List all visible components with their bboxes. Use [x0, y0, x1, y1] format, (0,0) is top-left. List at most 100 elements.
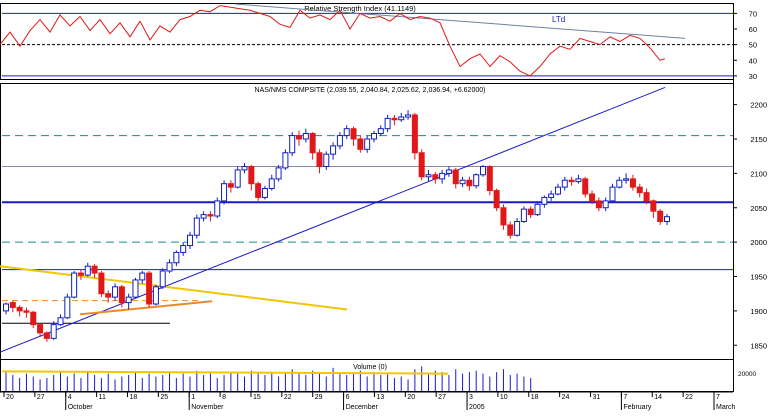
rsi-tick-label-70: 70: [749, 9, 757, 18]
candle-body: [289, 135, 296, 154]
candle-body: [411, 114, 418, 154]
axis-layer: 20 27 4 11 18 25 1 8 15 22 29 6 13 20 27 3 10 18 24 31 7 14 22…: [0, 391, 736, 411]
date-label: 29: [315, 394, 323, 401]
volume-title: Volume (0): [353, 364, 387, 371]
date-label: 13: [376, 394, 384, 401]
price-layer: 1850 1900 1950 2000 2050 2100 2150 2200: [0, 86, 767, 353]
candle-body: [3, 303, 9, 312]
candle-body: [432, 174, 439, 180]
candle-body: [132, 279, 139, 298]
candle-body: [241, 166, 248, 171]
candle-body: [657, 210, 664, 222]
candle-body: [595, 200, 602, 209]
date-label: 20: [407, 394, 415, 401]
volume-average-line: [1, 370, 449, 375]
candle-body: [125, 296, 132, 304]
rsi-tick-label-30: 30: [749, 72, 757, 81]
candle-body: [309, 133, 316, 154]
candle-body: [57, 317, 64, 326]
candle-body: [166, 262, 173, 272]
candle-body: [98, 272, 105, 295]
candle-body: [296, 135, 303, 140]
candle-body: [323, 153, 330, 167]
date-label: 3: [469, 394, 473, 401]
price-tick-label-1900: 1900: [750, 307, 767, 316]
candle-body: [664, 216, 670, 222]
candle-body: [9, 302, 16, 308]
candle-body: [336, 135, 343, 147]
candle-body: [261, 188, 268, 198]
candle-body: [500, 207, 507, 226]
candle-body: [268, 178, 275, 189]
candle-body: [105, 293, 112, 298]
date-label: 4: [68, 394, 72, 401]
candle-body: [391, 117, 398, 121]
price-tick-label-1850: 1850: [750, 341, 767, 350]
candle-body: [445, 169, 452, 174]
candle-body: [159, 270, 166, 288]
candle-body: [589, 193, 596, 202]
month-label: 2005: [469, 404, 485, 411]
candle-body: [548, 193, 555, 198]
candle-body: [43, 332, 50, 339]
candle-body: [534, 203, 541, 216]
candle-body: [343, 128, 350, 137]
candle-body: [364, 138, 371, 150]
date-label: 1: [191, 394, 195, 401]
candle-body: [527, 208, 534, 216]
date-label: 22: [685, 394, 693, 401]
rsi-layer: 30 40 50 60 70: [0, 3, 757, 81]
volume-layer: [1, 366, 532, 391]
date-label: 31: [593, 394, 601, 401]
candle-body: [425, 174, 432, 178]
candle-body: [629, 178, 636, 188]
price-tick-label-2050: 2050: [750, 204, 767, 213]
date-label: 27: [37, 394, 45, 401]
rsi-tick-label-40: 40: [749, 56, 757, 65]
candle-body: [514, 221, 521, 236]
candle-body: [384, 117, 391, 130]
rsi-tick-label-60: 60: [749, 25, 757, 34]
price-tick-label-2200: 2200: [750, 101, 767, 110]
candle-body: [609, 186, 616, 202]
candle-body: [643, 192, 650, 202]
candle-body: [180, 245, 187, 253]
candle-body: [623, 178, 630, 181]
volume-axis-label: 20000: [738, 371, 756, 378]
candle-body: [30, 311, 37, 326]
candle-body: [370, 133, 377, 140]
price-tick-label-2000: 2000: [750, 238, 767, 247]
candle-body: [330, 145, 337, 155]
candle-body: [507, 224, 514, 236]
candle-body: [248, 166, 255, 185]
candle-body: [207, 214, 214, 217]
rsi-line: [0, 5, 666, 77]
candle-body: [350, 128, 357, 140]
candle-body: [398, 116, 405, 121]
candle-body: [636, 186, 643, 194]
price-resistance-line: [0, 265, 348, 311]
candle-body: [480, 166, 487, 176]
date-label: 11: [99, 394, 106, 401]
candle-body: [316, 152, 323, 167]
candle-body: [405, 114, 412, 118]
candle-body: [473, 174, 480, 187]
candle-body: [493, 190, 500, 209]
candle-body: [146, 272, 153, 305]
candle-body: [568, 179, 575, 183]
price-tick-label-1950: 1950: [750, 273, 767, 282]
candle-body: [139, 272, 146, 281]
candle-body: [466, 179, 473, 187]
candle-body: [173, 251, 180, 264]
rsi-tick-label-50: 50: [749, 41, 757, 50]
candle-body: [77, 272, 84, 276]
rsi-trendline: [234, 3, 686, 39]
candle-body: [118, 286, 125, 304]
candle-body: [234, 169, 241, 188]
month-label: March: [716, 404, 736, 411]
candle-body: [71, 272, 78, 298]
candle-body: [554, 186, 561, 195]
date-label: 27: [438, 394, 446, 401]
candle-body: [377, 128, 384, 134]
